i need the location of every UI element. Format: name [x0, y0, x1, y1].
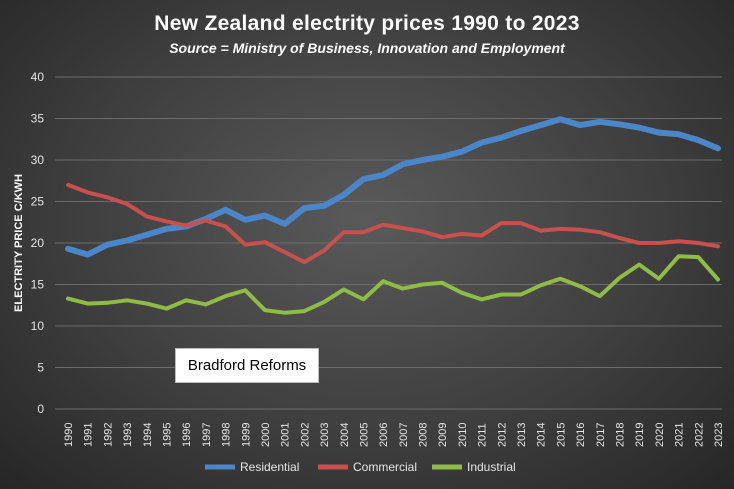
x-tick-label: 1997: [201, 423, 213, 447]
x-tick-label: 1996: [181, 423, 193, 447]
x-tick-label: 2002: [299, 423, 311, 447]
x-tick-label: 2015: [555, 423, 567, 447]
x-tick-label: 2020: [654, 423, 666, 447]
y-tick-label: 15: [31, 278, 45, 292]
y-tick-label: 30: [31, 153, 45, 167]
x-tick-label: 2014: [536, 423, 548, 447]
x-tick-label: 2021: [674, 423, 686, 447]
x-tick-label: 1994: [142, 423, 154, 447]
legend-label: Commercial: [353, 460, 417, 474]
x-tick-label: 2023: [713, 423, 725, 447]
legend-label: Residential: [240, 460, 299, 474]
x-tick-label: 2004: [339, 423, 351, 447]
y-tick-label: 0: [37, 402, 44, 416]
series-line-commercial: [66, 182, 720, 265]
x-tick-label: 1999: [240, 423, 252, 447]
series-line-residential: [65, 116, 721, 258]
x-tick-label: 2011: [477, 423, 489, 447]
x-tick-label: 2019: [634, 423, 646, 447]
y-tick-label: 40: [31, 70, 45, 84]
x-tick-label: 2012: [496, 423, 508, 447]
x-tick-label: 2003: [319, 423, 331, 447]
x-tick-label: 2007: [398, 423, 410, 447]
x-tick-label: 2013: [516, 423, 528, 447]
x-tick-label: 2008: [418, 423, 430, 447]
x-tick-label: 2010: [457, 423, 469, 447]
x-tick-label: 2005: [358, 423, 370, 447]
y-tick-label: 20: [31, 236, 45, 250]
x-tick-label: 1990: [63, 423, 75, 447]
y-tick-label: 25: [31, 195, 45, 209]
y-tick-label: 10: [31, 319, 45, 333]
x-tick-label: 1998: [221, 423, 233, 447]
x-tick-label: 1992: [102, 423, 114, 447]
x-tick-label: 2001: [280, 423, 292, 447]
y-tick-label: 5: [37, 361, 44, 375]
chart-subtitle: Source = Ministry of Business, Innovatio…: [169, 40, 565, 56]
x-tick-label: 2009: [437, 423, 449, 447]
x-tick-label: 2018: [615, 423, 627, 447]
x-tick-label: 1993: [122, 423, 134, 447]
x-tick-label: 1991: [83, 423, 95, 447]
chart-title: New Zealand electrity prices 1990 to 202…: [154, 12, 580, 35]
x-tick-label: 1995: [161, 423, 173, 447]
x-tick-label: 2000: [260, 423, 272, 447]
y-axis-label: ELECTRITY PRICE C/KWH: [13, 174, 25, 312]
x-tick-label: 2016: [575, 423, 587, 447]
x-tick-label: 2017: [595, 423, 607, 447]
y-tick-label: 35: [31, 112, 45, 126]
annotation-box: Bradford Reforms: [175, 348, 319, 383]
x-tick-label: 2022: [693, 423, 705, 447]
x-tick-label: 2006: [378, 423, 390, 447]
series-line-industrial: [66, 254, 720, 315]
legend-label: Industrial: [467, 460, 516, 474]
